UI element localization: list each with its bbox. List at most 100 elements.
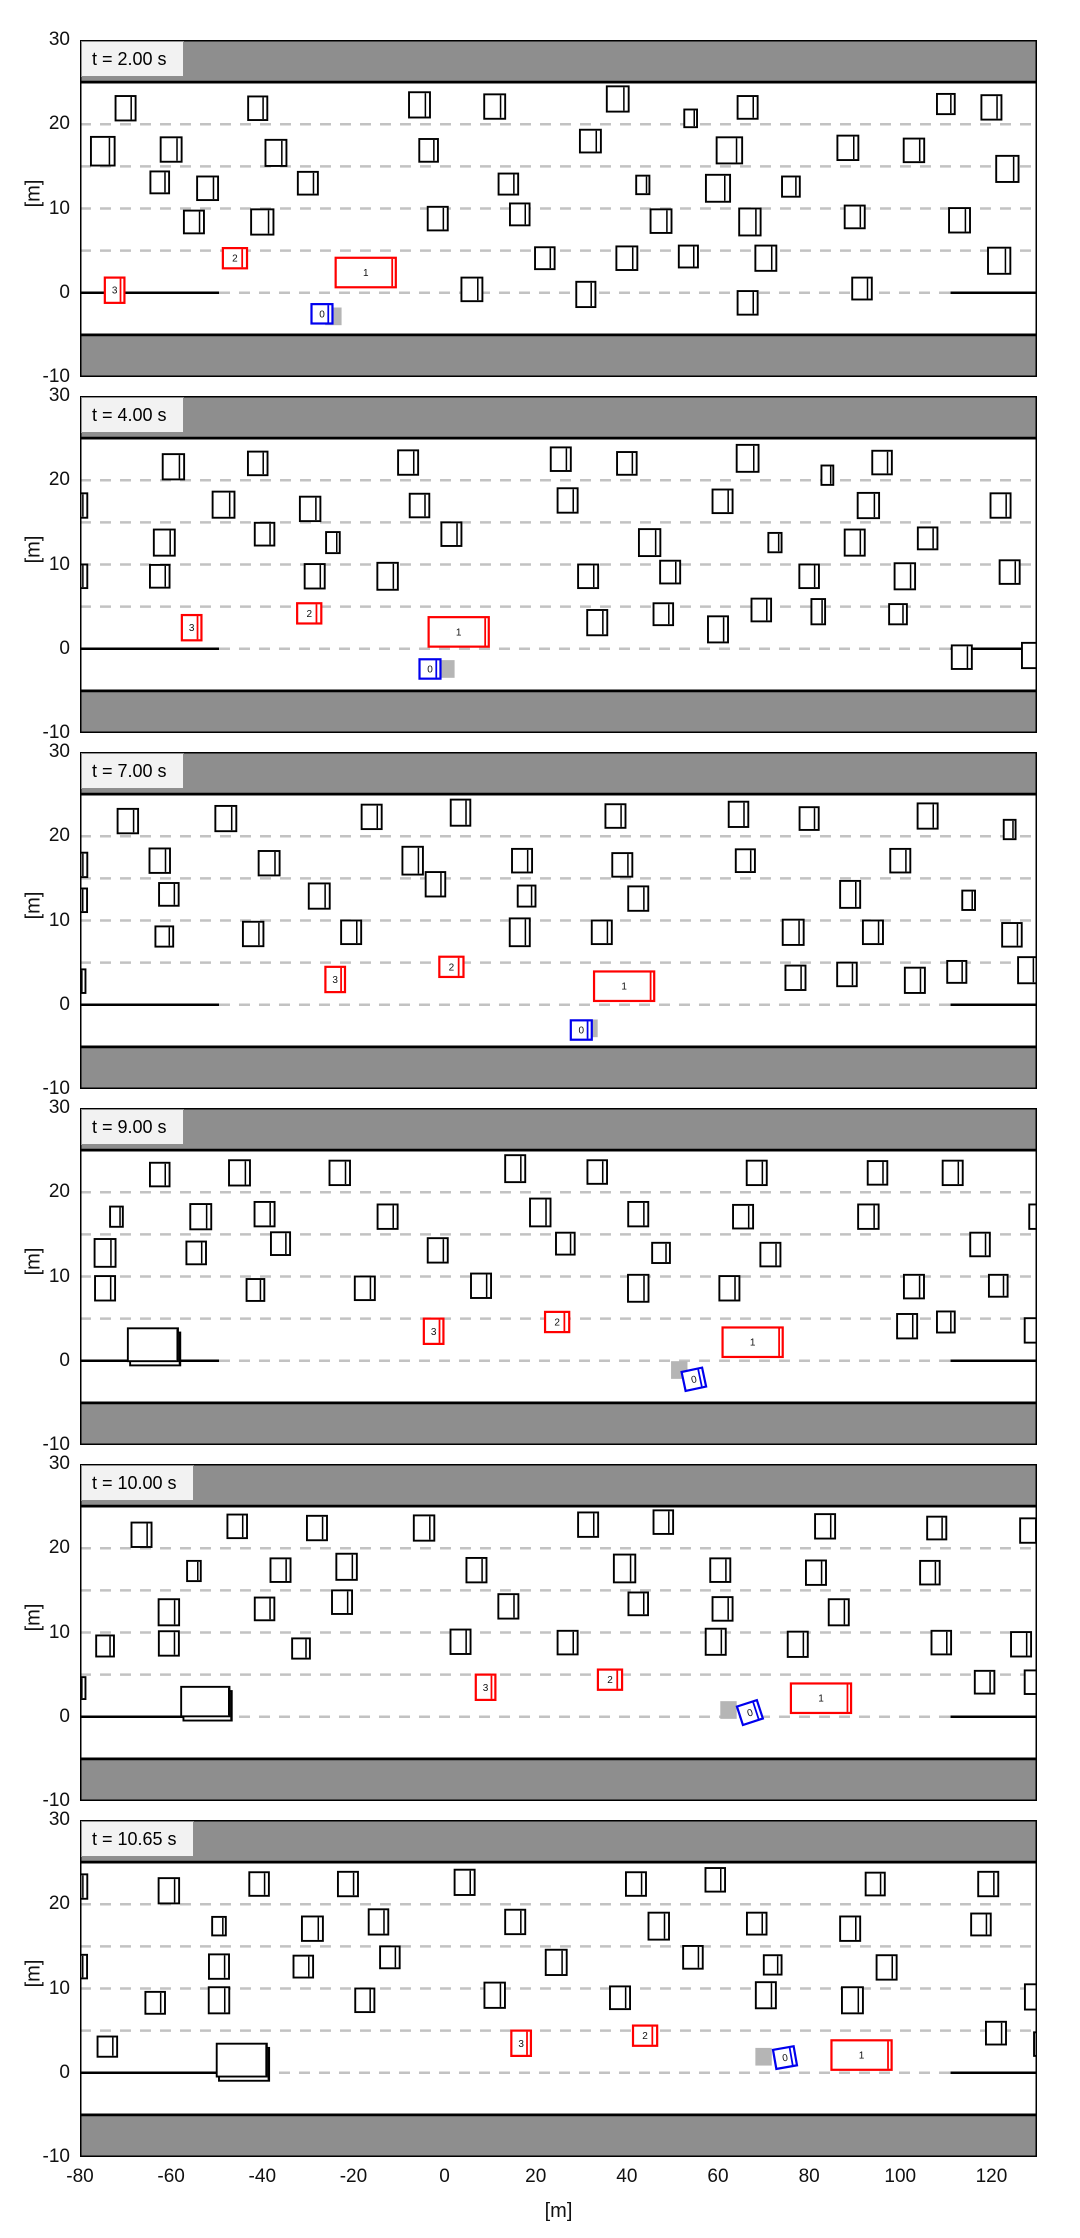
tracked-vehicle-2-body — [221, 246, 249, 270]
traffic-vehicle-body — [950, 644, 973, 670]
traffic-vehicle — [303, 563, 326, 590]
axes-frame — [80, 40, 1037, 377]
traffic-vehicle-body — [1010, 1631, 1033, 1658]
y-tick-label: -10 — [42, 722, 70, 743]
traffic-vehicle-body — [820, 464, 835, 486]
traffic-vehicle-body — [893, 562, 917, 591]
tracked-vehicle-2-body — [543, 1310, 571, 1334]
traffic-vehicle — [651, 1241, 671, 1264]
tracked-vehicle-2: 2 — [221, 246, 249, 270]
traffic-vehicle — [857, 1203, 880, 1230]
tracked-vehicle-1-body — [789, 1682, 853, 1715]
traffic-vehicle-body — [683, 108, 698, 129]
traffic-vehicle — [96, 2035, 119, 2058]
traffic-vehicle — [843, 528, 866, 557]
traffic-vehicle-body — [652, 1509, 675, 1535]
traffic-vehicle-body — [1017, 956, 1037, 985]
traffic-vehicle-body — [80, 1953, 89, 1980]
traffic-vehicle-body — [866, 1160, 889, 1186]
traffic-vehicle-body — [154, 925, 175, 948]
road-shoulder — [80, 1402, 1037, 1445]
traffic-vehicle-body — [707, 615, 729, 644]
traffic-vehicle-body — [253, 1596, 276, 1622]
traffic-vehicle — [148, 847, 171, 874]
traffic-vehicle-body — [745, 1911, 768, 1936]
traffic-vehicle-body — [841, 1986, 864, 2015]
traffic-vehicle — [325, 531, 341, 555]
traffic-vehicle-body — [509, 202, 531, 227]
traffic-vehicle-body — [995, 154, 1020, 183]
traffic-vehicle-body — [839, 1915, 862, 1942]
traffic-vehicle — [449, 798, 472, 827]
y-tick-label: 30 — [48, 1453, 70, 1474]
traffic-vehicle — [750, 597, 773, 623]
traffic-vehicle-body — [871, 449, 893, 476]
traffic-vehicle — [89, 135, 116, 167]
traffic-vehicle — [985, 2020, 1007, 2046]
tracked-vehicle-2-id-label: 2 — [642, 2031, 648, 2042]
traffic-vehicle-body — [80, 1676, 87, 1701]
traffic-vehicle — [247, 95, 269, 121]
traffic-vehicle-body — [578, 128, 602, 154]
x-tick-label: 120 — [975, 2166, 1008, 2187]
traffic-vehicle-body — [1028, 1203, 1037, 1230]
ego-vehicle-id-label: 0 — [690, 1374, 698, 1386]
simulation-panel-6: 30 20 10 0 -10 [m] 1 2 3 0 t = 10.65 s — [0, 1809, 1080, 2167]
y-tick-label: 10 — [48, 197, 70, 219]
traffic-vehicle — [228, 1159, 251, 1187]
traffic-vehicle — [544, 1948, 568, 1976]
traffic-vehicle-body — [682, 1945, 704, 1970]
traffic-vehicle — [555, 1231, 576, 1256]
tracked-vehicle-1-body — [334, 256, 397, 289]
tracked-vehicle-1: 1 — [592, 970, 656, 1003]
traffic-vehicle-body — [300, 1915, 324, 1942]
simulation-panel-4: 30 20 10 0 -10 [m] 1 2 3 0 t = 9.00 s — [0, 1097, 1080, 1455]
traffic-vehicle — [759, 1241, 782, 1268]
traffic-vehicle-body — [798, 563, 820, 590]
traffic-vehicle-body — [95, 1634, 115, 1658]
tracked-vehicle-1-id-label: 1 — [750, 1338, 756, 1349]
tracked-vehicle-1-body — [830, 2039, 893, 2071]
road-shoulder — [80, 752, 1037, 795]
merge-vehicle-front-body — [215, 2042, 268, 2078]
ego-vehicle-id-label: 0 — [781, 2053, 789, 2065]
traffic-vehicle-body — [615, 245, 639, 271]
traffic-vehicle-body — [412, 1514, 436, 1542]
traffic-vehicle — [718, 1275, 741, 1302]
traffic-vehicle-body — [781, 918, 805, 946]
traffic-vehicle-body — [732, 1203, 755, 1230]
traffic-vehicle — [353, 1275, 376, 1302]
ego-vehicle-windshield — [788, 2047, 794, 2066]
traffic-vehicle-body — [246, 450, 269, 477]
traffic-vehicle-body — [946, 959, 968, 984]
traffic-vehicle-body — [677, 244, 699, 269]
traffic-vehicle-body — [980, 94, 1003, 121]
traffic-vehicle-body — [843, 528, 866, 557]
traffic-vehicle — [335, 1552, 358, 1581]
traffic-vehicle — [577, 1511, 600, 1538]
merge-vehicle-front — [215, 2042, 268, 2078]
traffic-vehicle — [704, 1627, 727, 1656]
traffic-vehicle-body — [916, 526, 939, 551]
traffic-vehicle-body — [709, 1557, 732, 1583]
traffic-vehicle-body — [888, 603, 908, 626]
traffic-vehicle — [376, 561, 399, 591]
traffic-vehicle — [786, 1630, 809, 1658]
x-tick-label: 0 — [439, 2166, 450, 2187]
traffic-vehicle — [511, 847, 534, 874]
traffic-vehicle — [902, 137, 926, 164]
traffic-vehicle-body — [767, 531, 783, 554]
traffic-vehicle — [711, 488, 734, 515]
x-tick-label: 20 — [525, 2166, 547, 2187]
traffic-vehicle-body — [376, 561, 399, 591]
y-tick-label: 10 — [48, 1621, 70, 1643]
traffic-vehicle-body — [159, 136, 183, 163]
traffic-vehicle — [745, 1159, 768, 1187]
traffic-vehicle-body — [460, 276, 484, 303]
traffic-vehicle-body — [704, 173, 732, 203]
traffic-vehicle-body — [379, 1945, 401, 1970]
traffic-vehicle-body — [264, 138, 288, 167]
traffic-vehicle — [605, 85, 630, 113]
traffic-vehicle — [973, 1669, 996, 1695]
traffic-vehicle-body — [810, 598, 827, 626]
